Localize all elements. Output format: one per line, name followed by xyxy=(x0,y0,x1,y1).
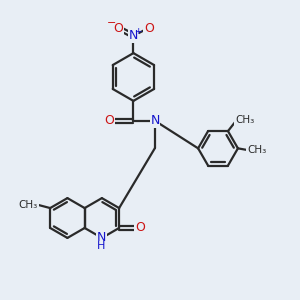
Text: CH₃: CH₃ xyxy=(235,115,254,125)
Text: N: N xyxy=(97,231,106,244)
Text: CH₃: CH₃ xyxy=(247,145,266,155)
Text: O: O xyxy=(135,221,145,235)
Text: N: N xyxy=(129,29,138,42)
Text: O: O xyxy=(113,22,123,35)
Text: CH₃: CH₃ xyxy=(19,200,38,210)
Text: N: N xyxy=(150,114,160,127)
Text: +: + xyxy=(134,27,142,36)
Text: H: H xyxy=(97,241,105,251)
Text: O: O xyxy=(144,22,154,35)
Text: O: O xyxy=(104,114,114,127)
Text: −: − xyxy=(106,18,116,28)
